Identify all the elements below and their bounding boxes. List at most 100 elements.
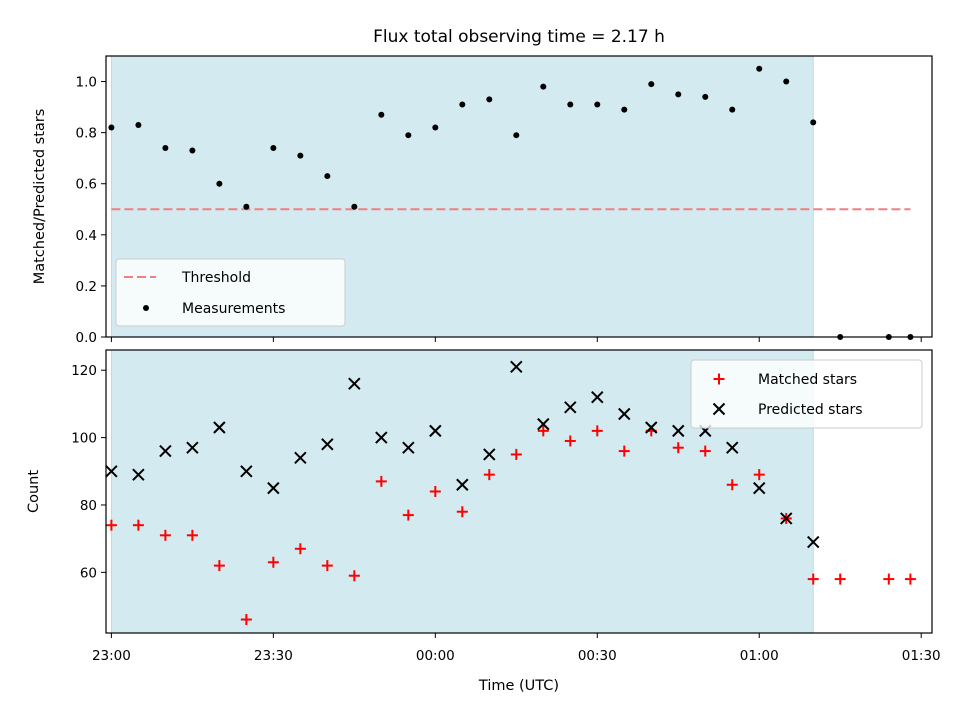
ratio-y-axis-label: Matched/Predicted stars bbox=[32, 109, 48, 285]
matched-star-point bbox=[510, 448, 522, 460]
legend-matched-label: Matched stars bbox=[758, 372, 857, 388]
measurement-point bbox=[459, 101, 466, 108]
ratio-panel: 0.0 0.2 0.4 0.6 0.8 1.0 Matched/Predicted sta… bbox=[32, 55, 933, 346]
matched-star-point bbox=[267, 556, 279, 568]
x-axis-label: Time (UTC) bbox=[478, 678, 559, 694]
measurement-point bbox=[783, 78, 790, 85]
predicted-star-point bbox=[375, 431, 388, 444]
predicted-star-point bbox=[564, 401, 577, 414]
predicted-star-point bbox=[240, 465, 253, 478]
matched-star-point bbox=[240, 614, 252, 626]
y-tick-label: 0.6 bbox=[76, 177, 97, 193]
matched-star-point bbox=[186, 529, 198, 541]
chart-title: Flux total observing time = 2.17 h bbox=[373, 27, 665, 47]
predicted-star-point bbox=[510, 360, 523, 374]
measurement-point bbox=[162, 144, 169, 151]
matched-star-point bbox=[699, 445, 711, 457]
y-tick-label: 0.4 bbox=[76, 228, 97, 244]
x-tick-label: 01:00 bbox=[740, 648, 779, 664]
matched-star-point bbox=[483, 469, 495, 481]
legend-matched-swatch bbox=[713, 373, 725, 385]
measurement-point bbox=[702, 93, 709, 100]
matched-star-point bbox=[618, 445, 630, 457]
matched-star-point bbox=[753, 469, 765, 481]
predicted-star-point bbox=[672, 424, 685, 438]
predicted-star-point bbox=[618, 407, 631, 421]
measurement-point bbox=[675, 91, 682, 98]
predicted-star-point bbox=[321, 438, 334, 451]
y-tick-label: 1.0 bbox=[76, 75, 97, 91]
matched-star-point bbox=[159, 529, 171, 541]
predicted-star-point bbox=[267, 481, 280, 495]
measurement-point bbox=[432, 124, 439, 131]
x-tick-label: 23:30 bbox=[254, 648, 293, 664]
measurement-point bbox=[594, 101, 601, 108]
matched-star-point bbox=[348, 570, 360, 582]
measurement-point bbox=[513, 132, 520, 139]
matched-star-point bbox=[294, 543, 306, 555]
measurement-point bbox=[297, 152, 304, 159]
matched-star-point bbox=[321, 560, 333, 572]
measurement-point bbox=[324, 173, 331, 180]
predicted-star-point bbox=[483, 448, 496, 461]
matched-star-point bbox=[213, 560, 225, 572]
measurement-point bbox=[810, 119, 817, 126]
predicted-star-point bbox=[429, 424, 442, 438]
count-y-axis-label: Count bbox=[26, 470, 42, 513]
predicted-star-point bbox=[456, 478, 469, 491]
count-panel-frame bbox=[105, 349, 933, 634]
measurement-point bbox=[540, 83, 547, 90]
x-tick-label: 23:00 bbox=[92, 648, 131, 664]
legend-box bbox=[115, 258, 346, 327]
measurement-point bbox=[189, 147, 196, 154]
predicted-star-point bbox=[753, 481, 766, 495]
predicted-star-point bbox=[294, 451, 307, 465]
y-tick-label: 80 bbox=[80, 498, 97, 514]
y-tick-label: 100 bbox=[71, 431, 97, 447]
measurement-points bbox=[108, 65, 914, 340]
matched-star-point bbox=[375, 475, 387, 487]
matched-star-point bbox=[402, 509, 414, 521]
y-tick-label: 0.2 bbox=[76, 279, 97, 295]
matched-star-point bbox=[807, 573, 819, 585]
measurement-point bbox=[351, 203, 358, 210]
matched-star-point bbox=[726, 479, 738, 491]
measurement-point bbox=[648, 81, 655, 88]
matched-star-point bbox=[904, 573, 916, 585]
ratio-panel-x-ticks bbox=[110, 337, 922, 342]
measurement-point bbox=[567, 101, 574, 108]
predicted-star-point bbox=[213, 421, 226, 434]
predicted-star-point bbox=[159, 444, 172, 458]
legend-threshold-label: Threshold bbox=[181, 270, 251, 286]
predicted-star-point bbox=[537, 417, 550, 431]
measurement-point bbox=[486, 96, 493, 103]
count-panel: 23:00 23:30 00:00 00:30 01:00 01:30 60 80 100 12… bbox=[26, 349, 941, 694]
y-tick-label: 60 bbox=[80, 565, 97, 581]
x-tick-label: 00:30 bbox=[578, 648, 617, 664]
matched-star-point bbox=[429, 486, 441, 497]
measurement-point bbox=[243, 203, 250, 210]
matched-star-point bbox=[564, 435, 576, 447]
matched-star-point bbox=[883, 573, 895, 585]
x-tick-label: 01:30 bbox=[902, 648, 941, 664]
predicted-star-point bbox=[645, 421, 658, 434]
predicted-star-point bbox=[591, 390, 604, 404]
legend-measurements-label: Measurements bbox=[182, 301, 285, 317]
y-tick-label: 0.8 bbox=[76, 126, 97, 142]
matched-star-point bbox=[591, 425, 603, 437]
matched-star-point bbox=[537, 425, 549, 437]
measurement-point bbox=[270, 144, 277, 151]
predicted-star-point bbox=[186, 441, 199, 454]
legend-measurements-swatch bbox=[143, 305, 149, 311]
matched-star-point bbox=[105, 519, 117, 531]
legend-box bbox=[690, 359, 923, 429]
matched-star-point bbox=[456, 506, 468, 518]
ratio-panel-frame bbox=[105, 55, 933, 338]
count-legend: Matched stars Predicted stars bbox=[690, 359, 923, 429]
predicted-star-point bbox=[402, 441, 415, 454]
count-points bbox=[105, 360, 916, 626]
predicted-star-point bbox=[105, 465, 118, 478]
legend-predicted-swatch bbox=[712, 402, 726, 416]
count-panel-y-ticks: 60 80 100 120 bbox=[71, 363, 106, 581]
measurement-point bbox=[621, 106, 628, 113]
